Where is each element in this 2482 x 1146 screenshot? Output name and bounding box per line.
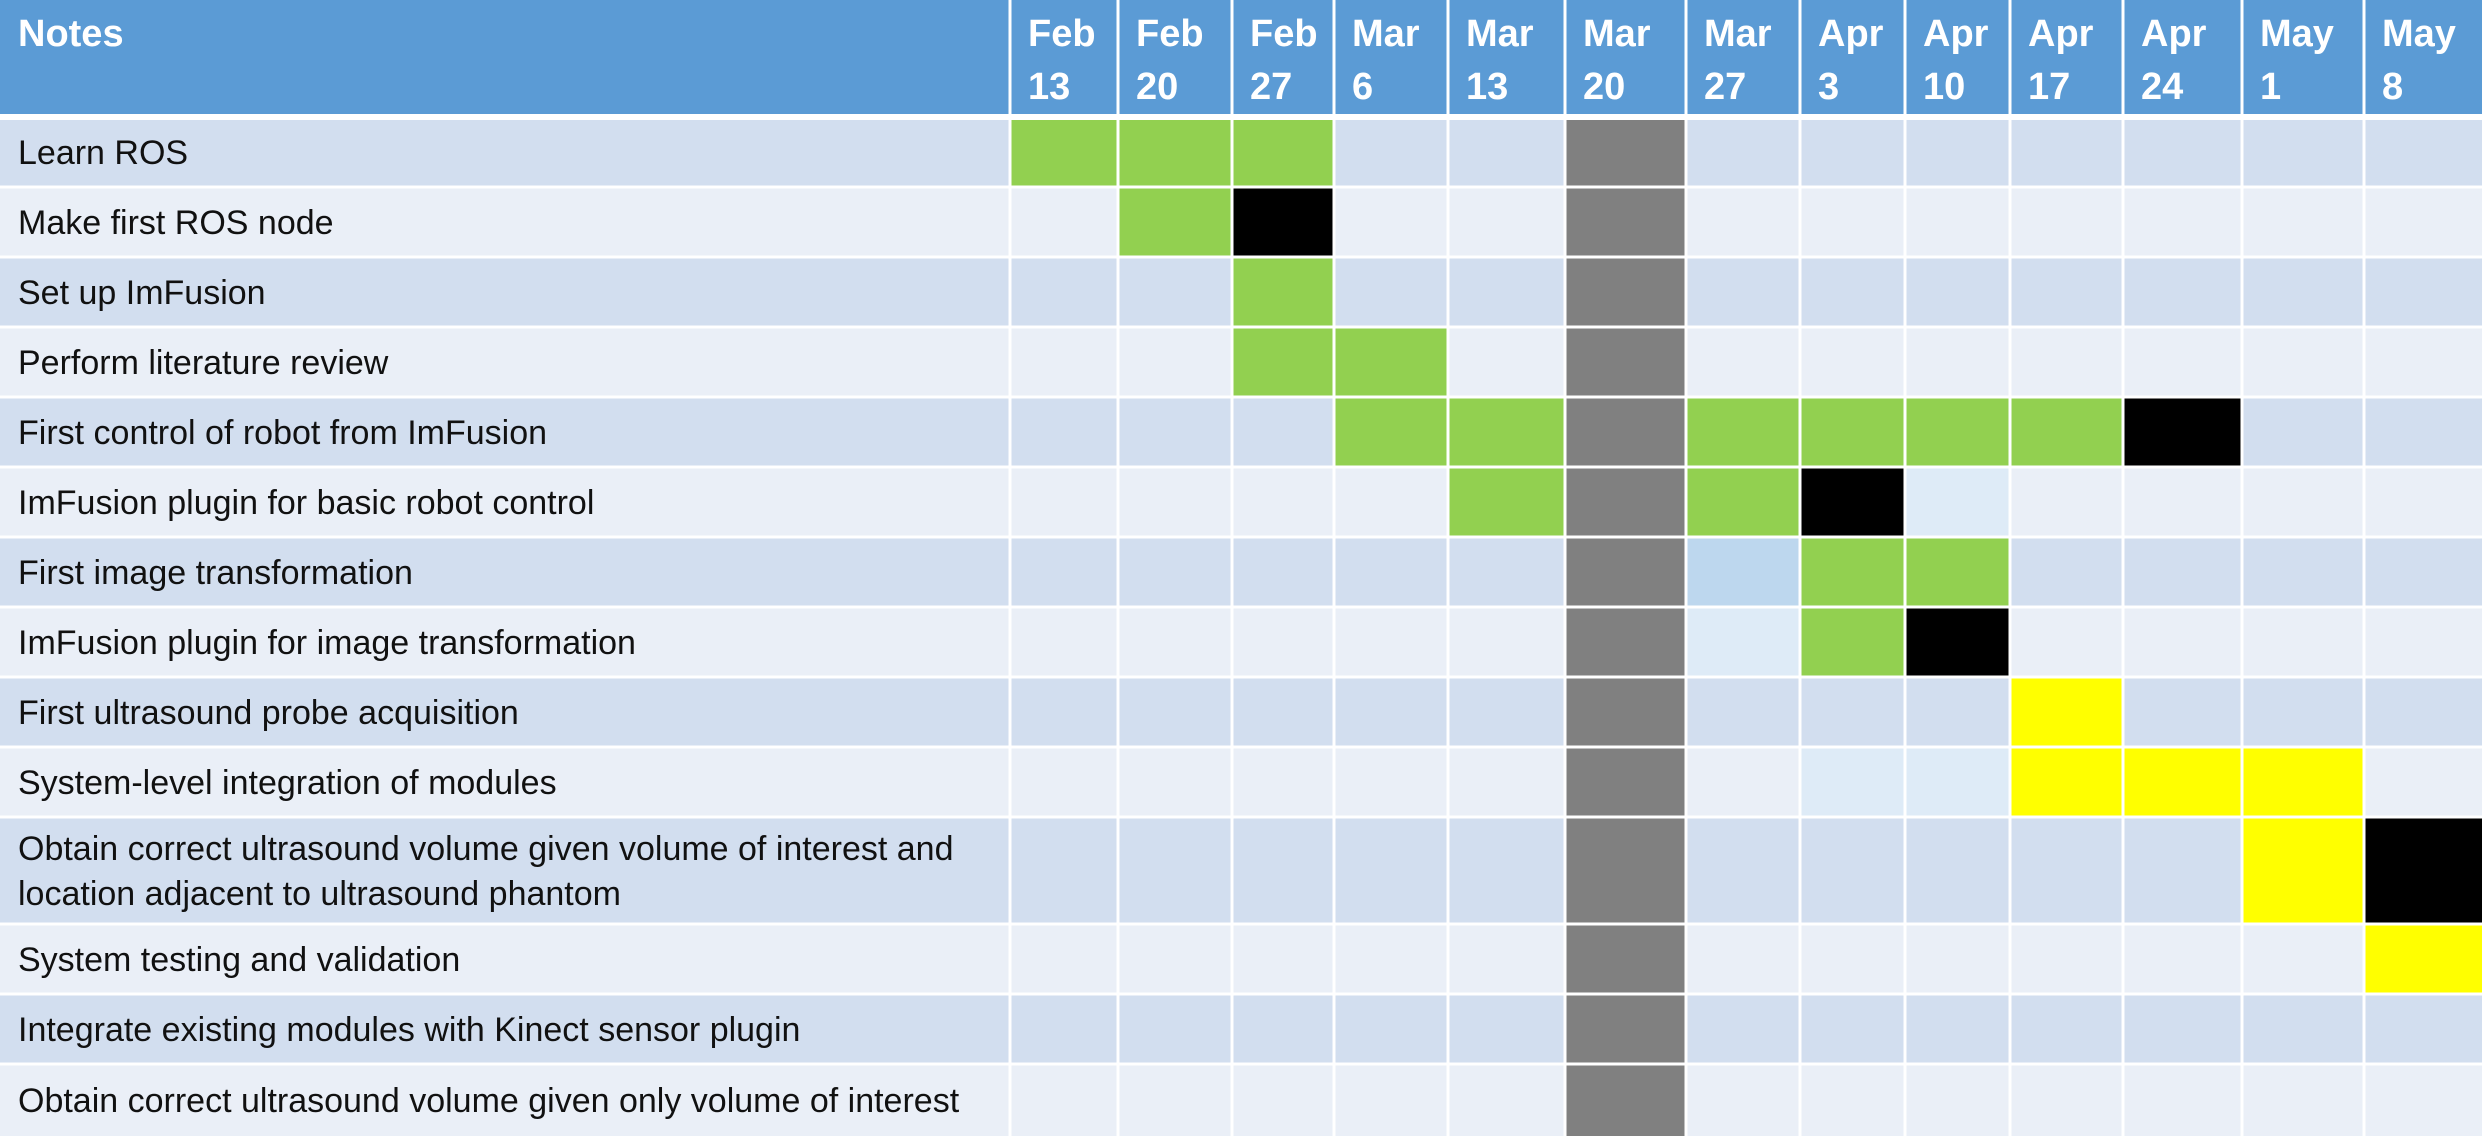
task-cell [2364,924,2482,994]
task-label: Set up ImFusion [18,274,266,312]
task-cell [1800,397,1905,467]
column-header-2: 27 [1250,66,1292,108]
task-cell [1905,747,2010,817]
column-header-1: 20 [1136,66,1178,108]
task-label: ImFusion plugin for basic robot control [18,484,594,522]
task-cell [1232,187,1334,257]
column-header-2: Feb [1250,13,1318,55]
task-cell [1800,607,1905,677]
row-background [0,817,2482,924]
task-label: location adjacent to ultrasound phantom [18,875,621,913]
task-cell [2010,747,2123,817]
task-cells [1010,117,2482,1136]
task-cell [1334,397,1448,467]
column-header-0: Feb [1028,13,1096,55]
row-background [0,607,2482,677]
task-cell [2123,747,2242,817]
task-cell [2242,747,2364,817]
task-cell [1232,327,1334,397]
column-header-7: Apr [1818,13,1884,55]
labels: Notes Feb13Feb20Feb27Mar6Mar13Mar20Mar27A… [18,13,2456,1120]
column-header-7: 3 [1818,66,1839,108]
column-header-8: 10 [1923,66,1965,108]
task-cell [1334,327,1448,397]
task-label: System testing and validation [18,941,460,979]
column-header-11: 1 [2260,66,2281,108]
task-label: Make first ROS node [18,204,334,242]
task-cell [1905,607,2010,677]
row-background [0,1064,2482,1136]
task-label: First ultrasound probe acquisition [18,694,519,732]
column-header-10: Apr [2141,13,2207,55]
task-cell [1800,747,1905,817]
task-cell [1686,467,1800,537]
task-label: Perform literature review [18,344,389,382]
task-cell [1232,117,1334,187]
header-band [0,0,2482,117]
task-cell [1232,257,1334,327]
column-header-4: Mar [1466,13,1534,55]
task-cell [1118,187,1232,257]
task-cell [1448,397,1565,467]
task-label: ImFusion plugin for image transformation [18,624,636,662]
task-cell [1905,397,2010,467]
task-cell [1905,537,2010,607]
column-header-10: 24 [2141,66,2183,108]
task-cell [1800,537,1905,607]
column-header-3: 6 [1352,66,1373,108]
task-label: Integrate existing modules with Kinect s… [18,1011,800,1049]
task-label: First image transformation [18,554,413,592]
task-label: Obtain correct ultrasound volume given v… [18,830,954,868]
column-header-1: Feb [1136,13,1204,55]
blocked-column [1565,117,1686,1136]
column-header-12: 8 [2382,66,2403,108]
row-background [0,537,2482,607]
column-header-4: 13 [1466,66,1508,108]
column-header-0: 13 [1028,66,1070,108]
row-background [0,994,2482,1064]
task-cell [1448,467,1565,537]
column-header-9: Apr [2028,13,2094,55]
column-header-6: 27 [1704,66,1746,108]
task-label: Obtain correct ultrasound volume given o… [18,1082,960,1120]
column-header-12: May [2382,13,2456,55]
column-header-3: Mar [1352,13,1420,55]
task-cell [2010,397,2123,467]
task-cell [1800,467,1905,537]
task-cell [1118,117,1232,187]
task-cell [2364,817,2482,924]
column-header-5: Mar [1583,13,1651,55]
task-label: First control of robot from ImFusion [18,414,547,452]
task-cell [1686,397,1800,467]
row-background [0,467,2482,537]
task-cell [1010,117,1118,187]
task-cell [1686,537,1800,607]
row-background [0,924,2482,994]
header-notes-label: Notes [18,13,124,55]
task-cell [2242,817,2364,924]
column-header-8: Apr [1923,13,1989,55]
column-header-9: 17 [2028,66,2070,108]
task-cell [1905,467,2010,537]
task-cell [1686,607,1800,677]
column-header-5: 20 [1583,66,1625,108]
column-header-11: May [2260,13,2334,55]
task-label: System-level integration of modules [18,764,557,802]
column-header-6: Mar [1704,13,1772,55]
task-label: Learn ROS [18,134,188,172]
task-cell [2010,677,2123,747]
task-cell [2123,397,2242,467]
